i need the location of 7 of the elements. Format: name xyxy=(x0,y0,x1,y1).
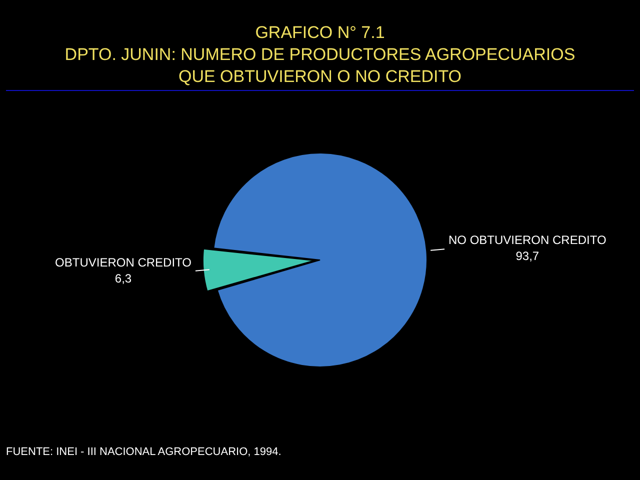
slice-label: OBTUVIERON CREDITO xyxy=(55,256,192,270)
chart-title: GRAFICO N° 7.1 xyxy=(254,22,386,44)
chart-subtitle: DPTO. JUNIN: NUMERO DE PRODUCTORES AGROPECUARIOS QUE OBTUVIERON O NO CREDITO xyxy=(64,44,576,88)
data-label: 93,7 xyxy=(516,249,540,264)
slice-label: NO OBTUVIERON CREDITO xyxy=(448,233,606,248)
source-note: FUENTE: INEI - III NACIONAL AGROPECUARIO, 1994. xyxy=(6,446,282,458)
data-label: 6,3 xyxy=(114,272,132,286)
